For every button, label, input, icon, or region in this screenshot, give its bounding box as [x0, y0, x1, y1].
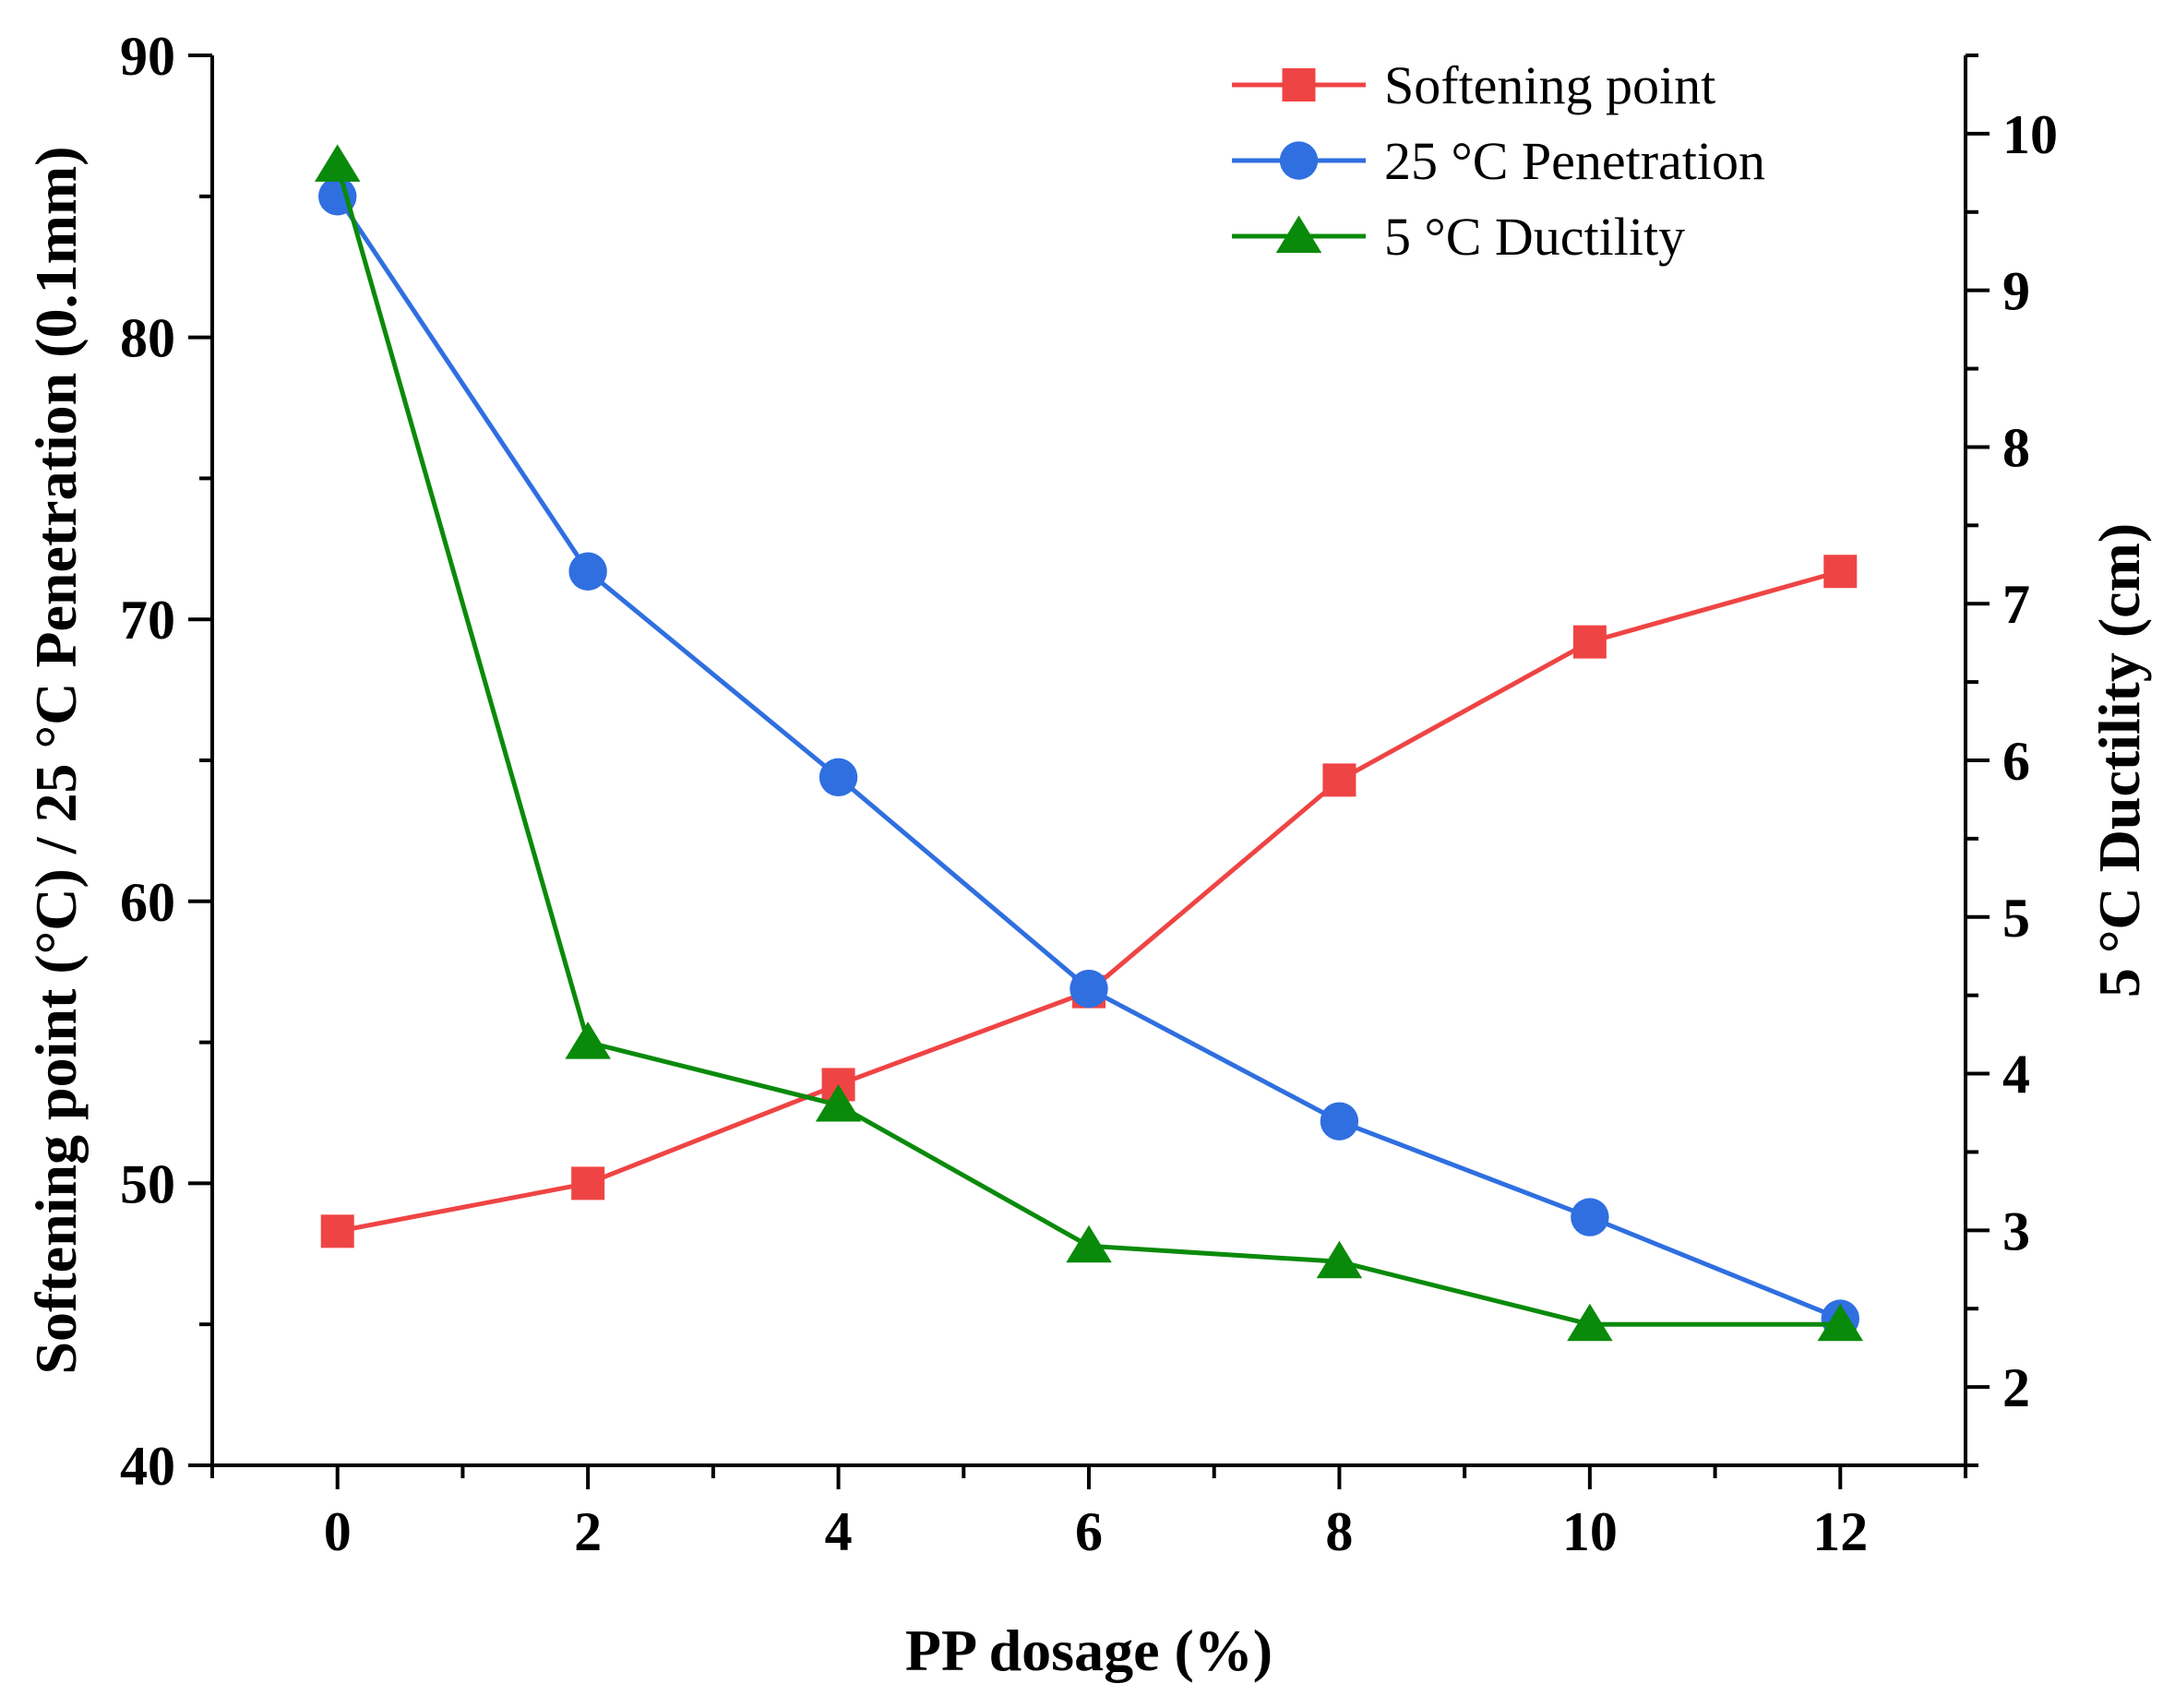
y-right-tick-label: 10: [2002, 104, 2058, 165]
data-point: [1066, 1224, 1112, 1263]
y-right-tick-label: 3: [2002, 1200, 2030, 1261]
x-tick-label: 0: [324, 1501, 352, 1562]
data-point: [568, 552, 607, 591]
data-point: [1070, 969, 1108, 1009]
y-right-tick-label: 9: [2002, 261, 2030, 322]
legend: Softening point 25 °C Penetration 5 °C Duc…: [1232, 55, 1765, 267]
legend-marker: [1279, 141, 1319, 180]
y-left-axis-title: Softening point (°C) / 25 °C Penetration…: [23, 146, 89, 1374]
legend-marker: [1282, 68, 1316, 102]
data-point: [1316, 1240, 1363, 1279]
series-layer: [314, 144, 1864, 1342]
y-left-tick-label: 60: [120, 872, 175, 933]
legend-label: 25 °C Penetration: [1384, 131, 1765, 191]
y-right-tick-label: 6: [2002, 731, 2030, 792]
y-left-tick-label: 90: [120, 26, 175, 87]
series-square: [320, 555, 1858, 1248]
legend-item: 25 °C Penetration: [1232, 131, 1765, 191]
data-point: [320, 1214, 354, 1248]
legend-label: 5 °C Ductility: [1384, 207, 1685, 267]
data-point: [565, 1021, 611, 1059]
y-right-tick-label: 4: [2002, 1045, 2030, 1105]
data-point: [1567, 1303, 1613, 1342]
x-tick-label: 10: [1562, 1501, 1618, 1562]
x-tick-label: 6: [1075, 1501, 1103, 1562]
x-tick-label: 12: [1812, 1501, 1868, 1562]
data-point: [1823, 555, 1858, 589]
y-left-tick-label: 50: [120, 1153, 175, 1214]
series-circle: [318, 177, 1859, 1338]
y-left-tick-label: 70: [120, 590, 175, 651]
x-tick-label: 8: [1325, 1501, 1353, 1562]
data-point: [815, 1084, 862, 1122]
series-line: [335, 195, 1842, 1321]
y-right-axis-title: 5 °C Ductility (cm): [2086, 523, 2152, 997]
data-point: [1572, 625, 1607, 659]
x-tick-label: 4: [825, 1501, 853, 1562]
data-point: [1320, 1102, 1359, 1141]
x-tick-label: 2: [574, 1501, 602, 1562]
series-triangle: [314, 144, 1864, 1342]
y-right-tick-label: 7: [2002, 574, 2030, 635]
data-point: [571, 1166, 605, 1200]
data-point: [819, 758, 858, 797]
data-point: [1817, 1303, 1864, 1342]
data-point: [314, 144, 361, 182]
series-line: [337, 568, 1841, 1234]
y-left-tick-label: 80: [120, 308, 175, 369]
axes: 0 2 4 6 8 10 12 40 50 60 70 80 90 2 3 4 5 6 7 8 9 10: [120, 26, 2058, 1562]
legend-item: Softening point: [1232, 55, 1715, 115]
y-right-tick-label: 2: [2002, 1357, 2030, 1418]
legend-marker: [1275, 215, 1322, 253]
x-axis-title: PP dosage (%): [905, 1618, 1273, 1683]
data-point: [1571, 1198, 1609, 1236]
series-line: [335, 164, 1841, 1327]
y-left-tick-label: 40: [120, 1436, 175, 1497]
legend-label: Softening point: [1384, 55, 1715, 115]
legend-item: 5 °C Ductility: [1232, 207, 1685, 267]
data-point: [1322, 763, 1356, 797]
y-right-tick-label: 8: [2002, 417, 2030, 478]
y-right-tick-label: 5: [2002, 888, 2030, 949]
